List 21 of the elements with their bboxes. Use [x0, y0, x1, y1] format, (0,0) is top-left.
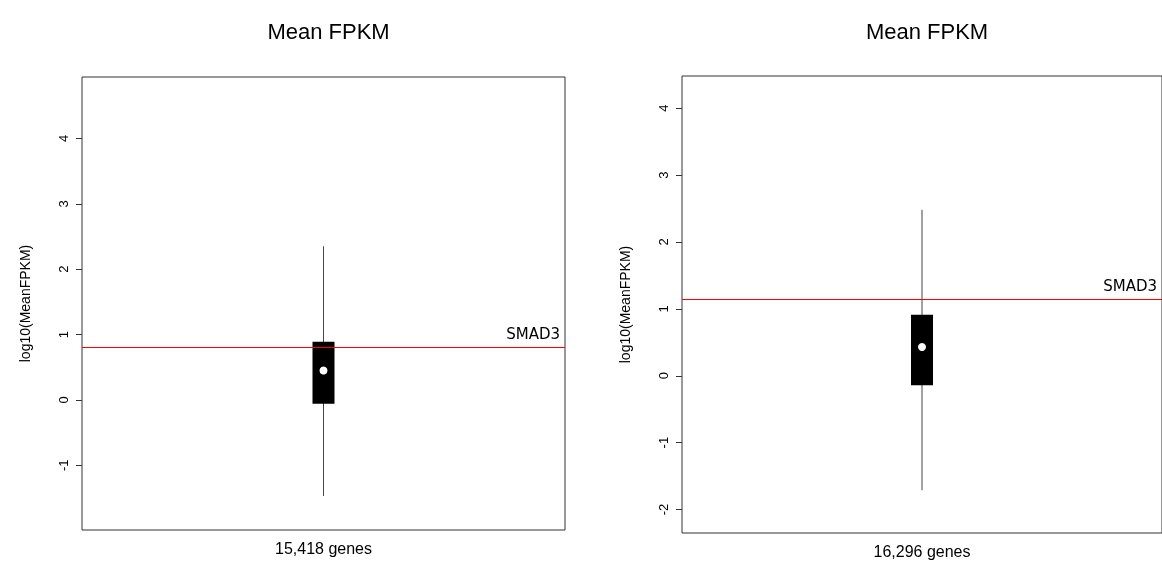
y-tick-label: 4 — [56, 134, 71, 143]
y-axis-title: log10(MeanFPKM) — [617, 245, 633, 364]
y-axis-title: log10(MeanFPKM) — [17, 244, 33, 363]
y-tick-label: 0 — [56, 396, 71, 404]
x-tick-label: 16,296 genes — [873, 542, 971, 560]
ref-line-label: SMAD3 — [1103, 277, 1157, 296]
y-tick-label: 1 — [56, 330, 71, 339]
y-tick-label: -1 — [56, 459, 71, 472]
x-tick-label: 15,418 genes — [275, 539, 372, 557]
y-tick-label: 3 — [56, 200, 71, 208]
ref-line-label: SMAD3 — [506, 325, 560, 344]
y-tick-label: -2 — [656, 503, 671, 516]
y-tick-label: 1 — [656, 305, 671, 313]
chart-title: Mean FPKM — [865, 18, 989, 44]
y-tick-label: -1 — [656, 436, 671, 449]
chart-title: Mean FPKM — [267, 18, 390, 44]
y-tick-label: 2 — [656, 238, 671, 246]
y-tick-label: 0 — [656, 372, 671, 380]
y-tick-label: 2 — [56, 265, 71, 273]
y-tick-label: 4 — [656, 104, 671, 112]
y-tick-label: 3 — [656, 171, 671, 179]
